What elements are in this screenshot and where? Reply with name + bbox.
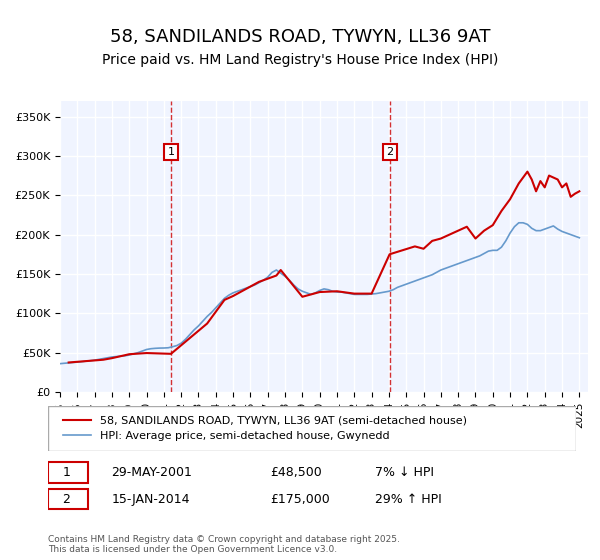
Text: 1: 1 [62,466,70,479]
FancyBboxPatch shape [48,489,88,510]
Text: 2: 2 [386,147,393,157]
Text: 15-JAN-2014: 15-JAN-2014 [112,493,190,506]
Text: 29% ↑ HPI: 29% ↑ HPI [376,493,442,506]
FancyBboxPatch shape [48,463,88,483]
Text: £175,000: £175,000 [270,493,329,506]
Text: Contains HM Land Registry data © Crown copyright and database right 2025.
This d: Contains HM Land Registry data © Crown c… [48,535,400,554]
Text: 1: 1 [167,147,175,157]
Text: 7% ↓ HPI: 7% ↓ HPI [376,466,434,479]
Text: 29-MAY-2001: 29-MAY-2001 [112,466,192,479]
FancyBboxPatch shape [48,406,576,451]
Text: £48,500: £48,500 [270,466,322,479]
Text: 2: 2 [62,493,70,506]
Text: 58, SANDILANDS ROAD, TYWYN, LL36 9AT: 58, SANDILANDS ROAD, TYWYN, LL36 9AT [110,28,490,46]
Legend: 58, SANDILANDS ROAD, TYWYN, LL36 9AT (semi-detached house), HPI: Average price, : 58, SANDILANDS ROAD, TYWYN, LL36 9AT (se… [59,411,472,446]
Text: Price paid vs. HM Land Registry's House Price Index (HPI): Price paid vs. HM Land Registry's House … [102,53,498,67]
